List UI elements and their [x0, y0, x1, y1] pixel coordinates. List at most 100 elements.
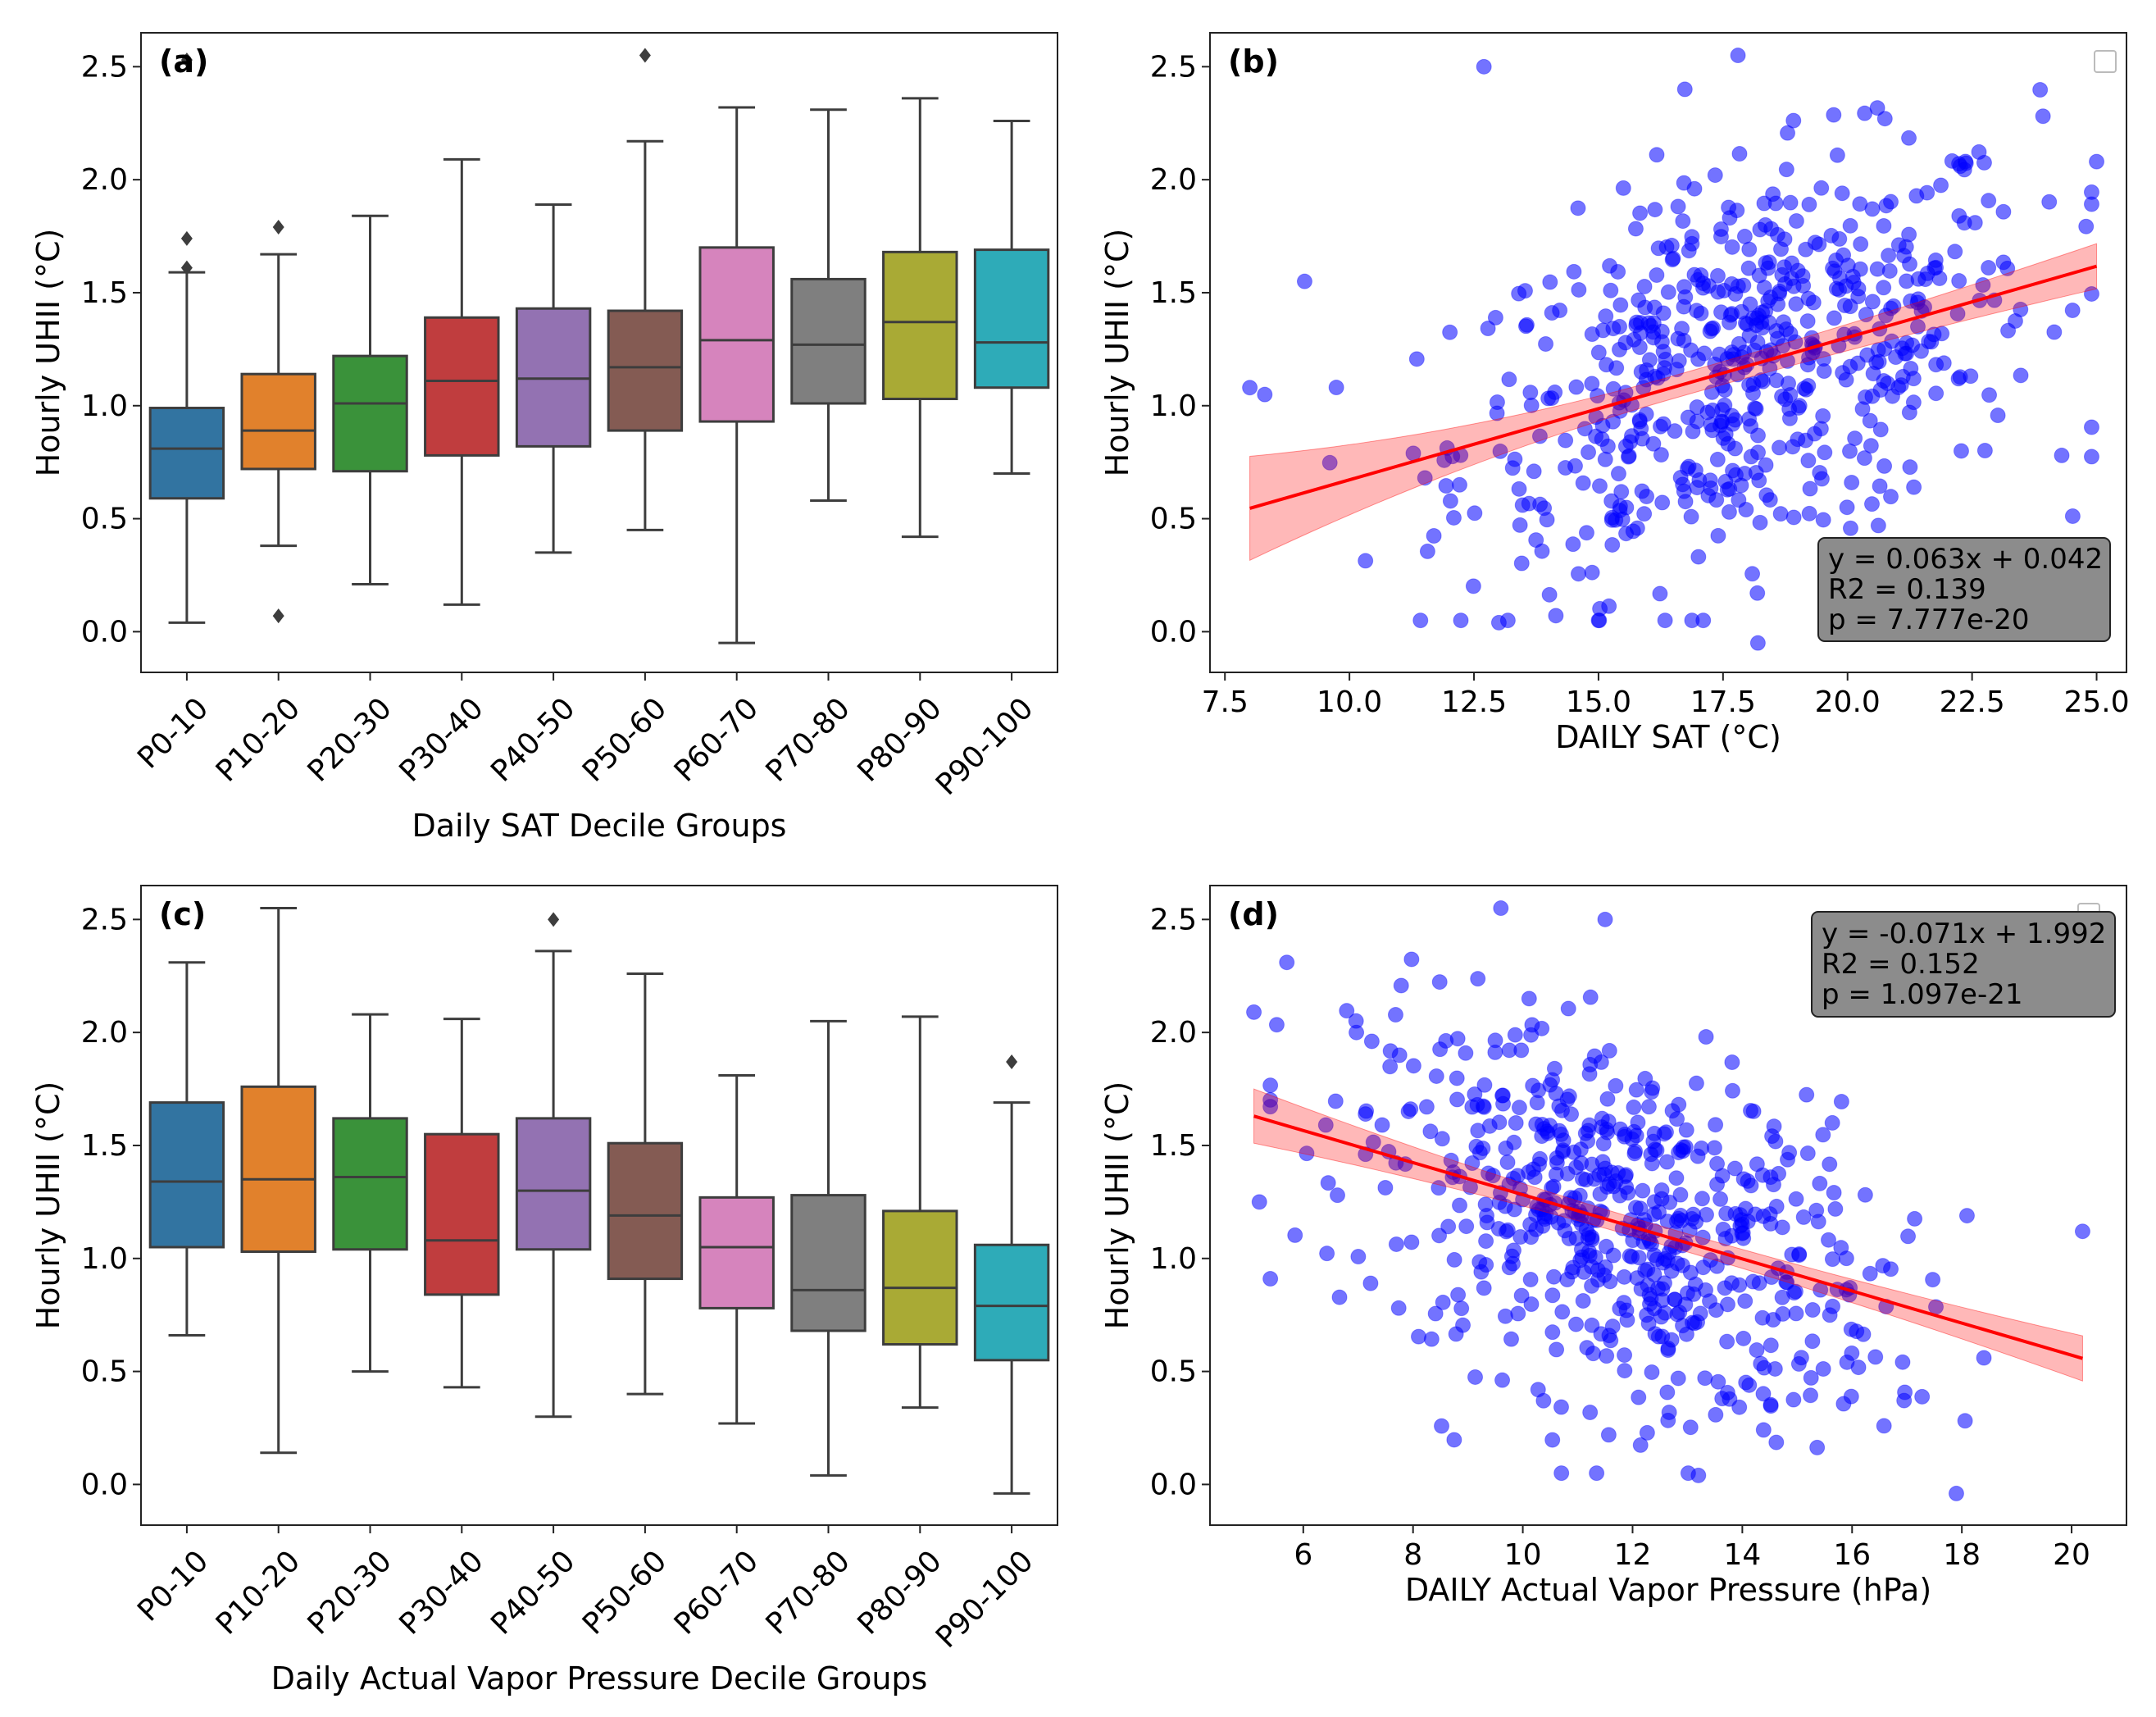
panel-b-point [1754, 320, 1771, 336]
panel-d-point [1839, 1354, 1855, 1370]
panel-b-point [1981, 193, 1997, 209]
panel-b-point [1591, 613, 1608, 629]
panel-d-point [1815, 1127, 1831, 1143]
panel-d-point [1599, 1348, 1615, 1364]
panel-b-point [1815, 408, 1831, 424]
panel-b-point [1321, 454, 1338, 471]
panel-d-stat-r2: R2 = 0.152 [1822, 948, 1980, 981]
panel-b-point [1631, 292, 1647, 308]
panel-d-point [1568, 1316, 1585, 1332]
panel-b-point [2064, 302, 2081, 318]
panel-b-point [1507, 451, 1523, 467]
panel-b-point [1490, 614, 1507, 631]
panel-d-point [1467, 1369, 1484, 1385]
panel-d-point [1617, 1167, 1634, 1183]
panel-b-point [1532, 496, 1549, 512]
panel-d-point [1553, 1399, 1569, 1415]
panel-b-point [1695, 276, 1712, 292]
panel-d-point [1584, 1317, 1600, 1333]
panel-b-point [1858, 307, 1874, 323]
panel-d-point [1473, 1264, 1490, 1280]
panel-b-point [1689, 399, 1705, 415]
panel-d-point [1734, 1216, 1750, 1232]
panel-a-box-P90-100 [973, 119, 1050, 475]
panel-a-xtick-label: P50-60 [576, 691, 673, 788]
panel-b-point [1721, 503, 1737, 520]
panel-d-point [1713, 1191, 1729, 1207]
panel-b-point [1880, 376, 1896, 392]
panel-d-point [1467, 1086, 1483, 1102]
panel-d-point [1575, 1292, 1591, 1309]
panel-d-point [1534, 1116, 1550, 1132]
panel-c-box-P30-40 [424, 1018, 500, 1389]
panel-b-point [1952, 369, 1968, 385]
panel-c-box-rect [973, 1243, 1050, 1362]
panel-d-point [1446, 1251, 1462, 1268]
panel-b-point [1570, 200, 1586, 216]
panel-b-ci-band [1249, 243, 2098, 562]
panel-d-point [1476, 1077, 1493, 1093]
panel-a-box-P80-90 [882, 97, 958, 539]
panel-c-xtick-label: P20-30 [302, 1544, 398, 1641]
panel-b-point [1782, 326, 1799, 342]
panel-a-box-rect [240, 372, 316, 471]
panel-c-ytick-label: 1.0 [81, 1242, 128, 1276]
panel-d-point [1753, 1355, 1769, 1372]
panel-b-point [1956, 162, 1972, 178]
panel-b-point [1638, 406, 1654, 422]
panel-b-point [1899, 345, 1915, 362]
panel-d-regression-line [1253, 1114, 2084, 1360]
panel-d-point [1788, 1191, 1804, 1207]
panel-b-point [1862, 412, 1878, 429]
panel-c-box-P80-90 [882, 1015, 958, 1410]
panel-d-point [1553, 1465, 1570, 1482]
panel-b-point [1752, 514, 1768, 531]
panel-d-point [1598, 1238, 1614, 1255]
panel-b-point [1603, 509, 1620, 526]
panel-b-point [2007, 312, 2023, 329]
panel-b-xtick-label: 22.5 [1940, 685, 2005, 719]
panel-d-point [1477, 1196, 1494, 1213]
panel-d-point [1503, 1248, 1520, 1264]
panel-d-point [1507, 1027, 1523, 1043]
panel-b-label: (b) [1228, 43, 1279, 80]
panel-b-point [1709, 267, 1726, 284]
panel-b-point [1408, 351, 1425, 367]
panel-d-point [1793, 1350, 1809, 1366]
panel-d-point [1764, 1128, 1781, 1145]
panel-b-point [1442, 324, 1458, 340]
panel-b-point [1512, 517, 1528, 533]
panel-d-point [1330, 1187, 1346, 1204]
panel-d-point [1719, 1333, 1735, 1350]
panel-a-flier [180, 230, 193, 246]
panel-d-point [1862, 1265, 1878, 1282]
panel-b-point [1590, 388, 1606, 404]
panel-d-ci-band [1253, 1088, 2083, 1382]
panel-c-xlabel: Daily Actual Vapor Pressure Decile Group… [271, 1660, 928, 1697]
panel-d-point [1478, 1233, 1494, 1250]
panel-d-point [1948, 1485, 1964, 1501]
panel-b-point [1842, 520, 1858, 536]
panel-d-point [1804, 1302, 1821, 1318]
panel-c-xtick-label: P70-80 [760, 1544, 857, 1641]
panel-a-ytick-label: 1.0 [81, 389, 128, 423]
panel-b-point [1905, 371, 1922, 387]
panel-a-flier [272, 608, 284, 624]
panel-d-point [1706, 1140, 1722, 1156]
panel-d-point [1448, 1326, 1464, 1342]
panel-d-point [1812, 1175, 1828, 1191]
panel-d-point [1833, 1240, 1849, 1256]
panel-b-point [1703, 321, 1720, 337]
panel-b-point [1788, 212, 1804, 229]
panel-b-point [1785, 509, 1802, 526]
panel-d-point [1299, 1145, 1315, 1162]
panel-b-point [1981, 387, 1998, 403]
panel-b-ytick-label: 0.0 [1150, 615, 1197, 649]
panel-b-point [1905, 394, 1922, 411]
panel-c-boxplot: 0.0 0.5 1.0 1.5 2.0 2.5 P0-10P10-20P20-30P30-… [30, 885, 1058, 1697]
panel-d-point [1432, 1041, 1449, 1058]
panel-b-point [1296, 273, 1312, 289]
panel-a-label: (a) [159, 43, 208, 80]
panel-b-point [1710, 527, 1726, 544]
panel-b-point [1944, 153, 1960, 169]
